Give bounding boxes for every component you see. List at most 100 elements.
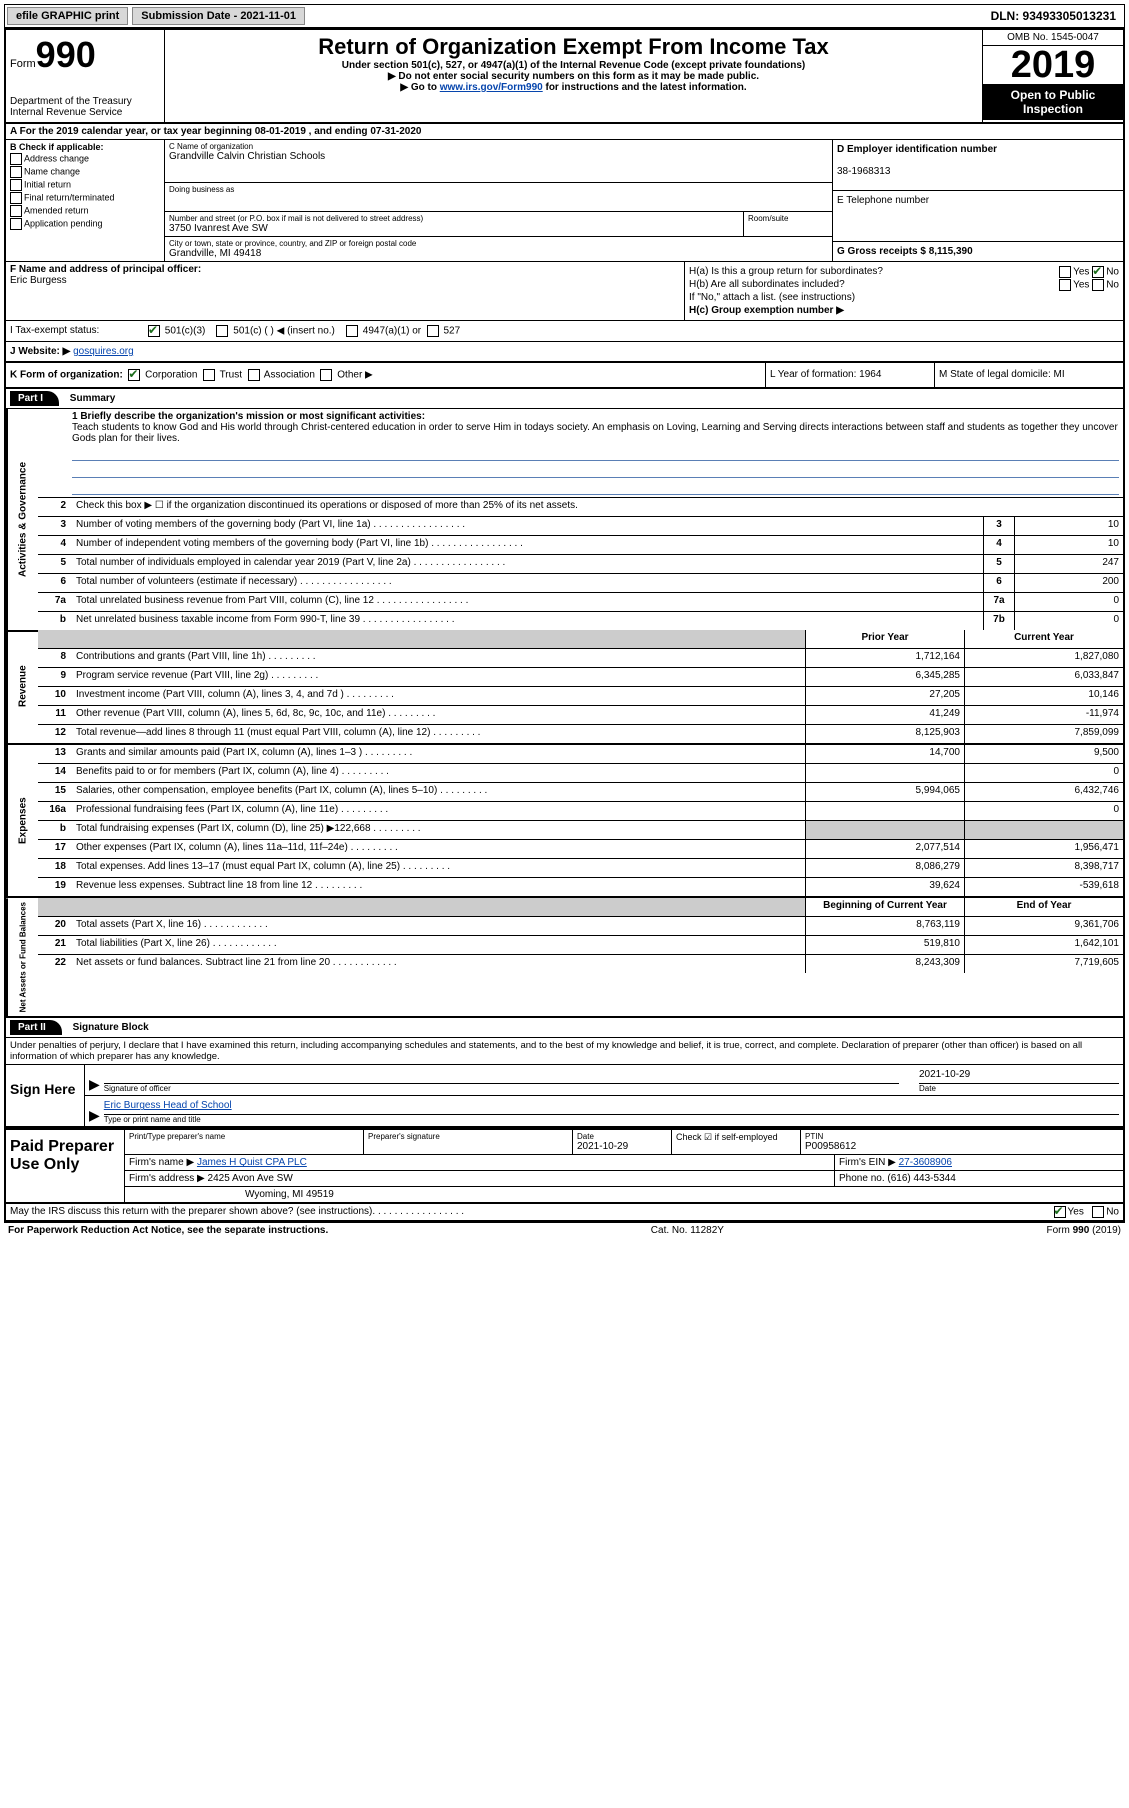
ha-no[interactable] bbox=[1092, 266, 1104, 278]
hb-label: H(b) Are all subordinates included? bbox=[689, 279, 845, 290]
j-label: J Website: ▶ bbox=[10, 346, 73, 357]
chk-final: Final return/terminated bbox=[10, 192, 160, 204]
officer-name[interactable]: Eric Burgess Head of School bbox=[104, 1100, 232, 1111]
chk-amended: Amended return bbox=[10, 205, 160, 217]
paperwork: For Paperwork Reduction Act Notice, see … bbox=[8, 1225, 328, 1236]
row-a-text: A For the 2019 calendar year, or tax yea… bbox=[10, 126, 421, 137]
sub3-pre: ▶ Go to bbox=[400, 82, 439, 93]
firm-addr1: 2425 Avon Ave SW bbox=[208, 1173, 293, 1184]
row-klm: K Form of organization: Corporation Trus… bbox=[6, 363, 1123, 389]
form-header: Form990 Department of the Treasury Inter… bbox=[6, 30, 1123, 124]
section-fh: F Name and address of principal officer:… bbox=[6, 262, 1123, 321]
firm-addr2: Wyoming, MI 49519 bbox=[125, 1187, 1123, 1202]
hb-yes[interactable] bbox=[1059, 279, 1071, 291]
paid-label: Paid Preparer Use Only bbox=[6, 1130, 125, 1202]
cat-no: Cat. No. 11282Y bbox=[651, 1225, 724, 1236]
g-label: G Gross receipts $ 8,115,390 bbox=[837, 246, 973, 257]
paid-preparer-block: Paid Preparer Use Only Print/Type prepar… bbox=[6, 1128, 1123, 1204]
side-exp: Expenses bbox=[6, 745, 38, 896]
ptin: P00958612 bbox=[805, 1141, 1119, 1152]
firm-name-label: Firm's name ▶ bbox=[129, 1157, 194, 1168]
firm-name[interactable]: James H Quist CPA PLC bbox=[197, 1157, 307, 1168]
part2-badge: Part II bbox=[10, 1020, 62, 1035]
m-label: M State of legal domicile: MI bbox=[934, 363, 1123, 387]
prep-sig-label: Preparer's signature bbox=[368, 1132, 568, 1141]
l-label: L Year of formation: 1964 bbox=[765, 363, 934, 387]
form-990-page: Form990 Department of the Treasury Inter… bbox=[4, 28, 1125, 1223]
discuss-yes[interactable] bbox=[1054, 1206, 1066, 1218]
k-trust[interactable] bbox=[203, 369, 215, 381]
ptin-label: PTIN bbox=[805, 1132, 1119, 1141]
f-name: Eric Burgess bbox=[10, 275, 67, 286]
gov-section: Activities & Governance 1 Briefly descri… bbox=[6, 409, 1123, 632]
d-label: D Employer identification number bbox=[837, 144, 997, 155]
dln: DLN: 93493305013231 bbox=[983, 7, 1124, 25]
mission-text: Teach students to know God and His world… bbox=[72, 422, 1118, 444]
form-label: Form bbox=[10, 58, 36, 70]
part2-title: Signature Block bbox=[65, 1022, 149, 1033]
col-b-checks: B Check if applicable: Address change Na… bbox=[6, 140, 165, 261]
f-label: F Name and address of principal officer: bbox=[10, 264, 201, 275]
firm-ein[interactable]: 27-3608906 bbox=[899, 1157, 952, 1168]
k-label: K Form of organization: bbox=[10, 370, 123, 381]
header-right: OMB No. 1545-0047 2019 Open to Public In… bbox=[982, 30, 1123, 122]
city-label: City or town, state or province, country… bbox=[169, 239, 828, 248]
suite-label: Room/suite bbox=[748, 214, 828, 223]
form-title: Return of Organization Exempt From Incom… bbox=[169, 34, 978, 60]
side-rev: Revenue bbox=[6, 630, 38, 743]
part1-title: Summary bbox=[62, 393, 116, 404]
website-link[interactable]: gosquires.org bbox=[73, 346, 134, 357]
discuss-row: May the IRS discuss this return with the… bbox=[6, 1204, 1123, 1221]
discuss-no[interactable] bbox=[1092, 1206, 1104, 1218]
top-bar: efile GRAPHIC print Submission Date - 20… bbox=[4, 4, 1125, 28]
arrow-icon: ▶ bbox=[89, 1076, 100, 1093]
col-b-right: D Employer identification number 38-1968… bbox=[832, 140, 1123, 261]
sub2: ▶ Do not enter social security numbers o… bbox=[169, 71, 978, 82]
open-inspection: Open to Public Inspection bbox=[983, 84, 1123, 120]
sign-here-label: Sign Here bbox=[6, 1065, 85, 1126]
chk-527[interactable] bbox=[427, 325, 439, 337]
row-a: A For the 2019 calendar year, or tax yea… bbox=[6, 124, 1123, 140]
rev-section: Revenue Prior Year Current Year8Contribu… bbox=[6, 630, 1123, 745]
sig-officer-label: Signature of officer bbox=[104, 1084, 899, 1093]
k-other[interactable] bbox=[320, 369, 332, 381]
chk-501c[interactable] bbox=[216, 325, 228, 337]
page-footer: For Paperwork Reduction Act Notice, see … bbox=[4, 1223, 1125, 1238]
prep-date: 2021-10-29 bbox=[577, 1141, 667, 1152]
org-name: Grandville Calvin Christian Schools bbox=[169, 151, 828, 162]
dba-label: Doing business as bbox=[169, 185, 828, 194]
phone: Phone no. (616) 443-5344 bbox=[835, 1171, 1123, 1186]
hb-note: If "No," attach a list. (see instruction… bbox=[689, 292, 1119, 303]
ha-yes[interactable] bbox=[1059, 266, 1071, 278]
hb-no[interactable] bbox=[1092, 279, 1104, 291]
chk-501c3[interactable] bbox=[148, 325, 160, 337]
chk-addr: Address change bbox=[10, 153, 160, 165]
discuss-text: May the IRS discuss this return with the… bbox=[10, 1206, 372, 1218]
chk-pending: Application pending bbox=[10, 218, 160, 230]
ha-label: H(a) Is this a group return for subordin… bbox=[689, 266, 883, 277]
ln2-text: Check this box ▶ ☐ if the organization d… bbox=[72, 498, 1123, 516]
sig-declare: Under penalties of perjury, I declare th… bbox=[6, 1038, 1123, 1065]
b-header: B Check if applicable: bbox=[10, 142, 104, 152]
net-section: Net Assets or Fund Balances Beginning of… bbox=[6, 898, 1123, 1018]
city: Grandville, MI 49418 bbox=[169, 248, 828, 259]
e-label: E Telephone number bbox=[837, 195, 929, 206]
arrow-icon: ▶ bbox=[89, 1107, 100, 1124]
form990-link[interactable]: www.irs.gov/Form990 bbox=[440, 82, 543, 93]
side-net: Net Assets or Fund Balances bbox=[6, 898, 38, 1016]
chk-4947[interactable] bbox=[346, 325, 358, 337]
row-j: J Website: ▶ gosquires.org bbox=[6, 342, 1123, 363]
form-ref: Form 990 (2019) bbox=[1047, 1225, 1121, 1236]
exp-section: Expenses 13Grants and similar amounts pa… bbox=[6, 745, 1123, 898]
dept-label: Department of the Treasury bbox=[10, 96, 160, 107]
k-assoc[interactable] bbox=[248, 369, 260, 381]
row-i: I Tax-exempt status: 501(c)(3) 501(c) ( … bbox=[6, 321, 1123, 342]
firm-ein-label: Firm's EIN ▶ bbox=[839, 1157, 896, 1168]
part2-header-row: Part II Signature Block bbox=[6, 1018, 1123, 1038]
addr: 3750 Ivanrest Ave SW bbox=[169, 223, 739, 234]
ein: 38-1968313 bbox=[837, 166, 890, 177]
k-corp[interactable] bbox=[128, 369, 140, 381]
addr-label: Number and street (or P.O. box if mail i… bbox=[169, 214, 739, 223]
sub3-post: for instructions and the latest informat… bbox=[543, 82, 747, 93]
ln2-num: 2 bbox=[38, 498, 72, 516]
